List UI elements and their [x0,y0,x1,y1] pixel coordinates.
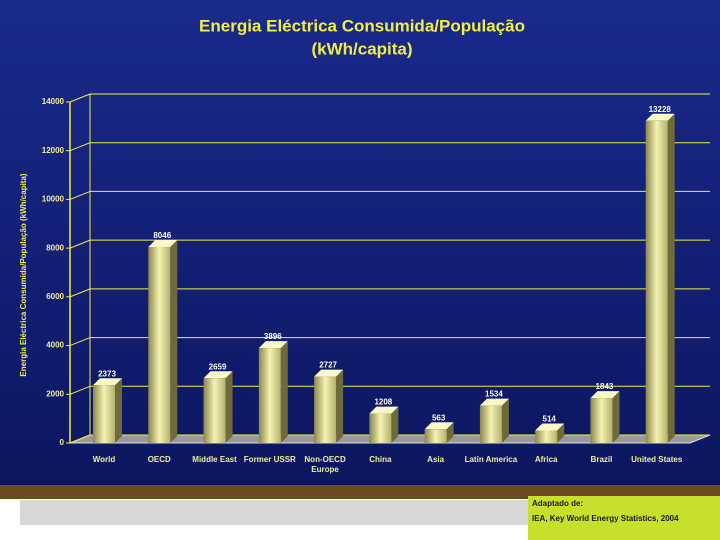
value-label: 1208 [374,398,392,407]
bar [369,413,392,443]
decor-strip [0,485,720,499]
x-tick-label: Middle East [192,455,237,464]
bar [424,429,447,443]
value-label: 8046 [153,231,171,240]
value-label: 13228 [649,105,672,114]
y-axis-label: Energia Eléctrica Consumida/População (k… [19,173,28,376]
bar-side [667,113,675,443]
chart-subtitle: (kWh/capita) [311,39,412,58]
bar [203,378,226,443]
source-line: Adaptado de: [532,499,584,508]
grid-line [69,190,91,200]
shadow [20,500,528,525]
x-tick-label: World [92,455,116,464]
bar-top [424,422,454,430]
x-tick-label: Latin America [464,455,518,464]
bar [590,398,613,443]
x-tick-label: United States [631,455,683,464]
value-label: 2373 [98,369,116,378]
value-label: 2727 [319,361,337,370]
bar [148,247,171,443]
value-label: 2659 [209,362,227,371]
x-tick-label: Brazil [590,455,613,464]
bar-top [258,341,288,349]
y-tick-label: 2000 [46,389,64,398]
y-tick-label: 8000 [46,243,64,252]
bar [535,430,558,443]
x-tick-label: China [369,455,392,464]
x-tick-label: Africa [534,455,558,464]
grid-line [69,93,91,103]
y-tick-label: 0 [60,438,65,447]
bar-top [314,369,344,377]
bar-top [535,423,565,431]
bar-side [612,391,620,443]
grid-line [69,239,91,249]
bar-side [170,240,178,443]
bar [258,348,281,443]
value-label: 1534 [485,390,503,399]
value-label: 563 [432,413,446,422]
bar-side [280,341,288,443]
bar-top [93,378,122,386]
bar-top [203,371,233,379]
source-line: IEA, Key World Energy Statistics, 2004 [532,514,679,523]
x-tick-label: Non-OECD Europe [304,455,346,474]
bar-side [225,371,233,443]
grid-line [69,142,91,152]
grid-line [69,434,91,444]
source-box: Adaptado de: IEA, Key World Energy Stati… [528,496,720,540]
bar-side [391,406,399,443]
y-tick-label: 10000 [42,195,65,204]
value-label: 3896 [264,332,282,341]
y-tick-label: 14000 [42,97,65,106]
bar [645,120,668,443]
y-tick-label: 4000 [46,341,64,350]
bar-top [148,240,178,248]
value-label: 1843 [596,382,614,391]
x-tick-label: Asia [427,455,445,464]
bar-top [645,113,675,121]
grid-line [69,337,91,347]
bar [479,405,502,443]
bar [314,376,337,443]
bar-side [557,423,565,443]
grid-line [69,385,91,395]
chart-title: Energia Eléctrica Consumida/População [199,16,525,35]
bar-side [446,422,454,443]
x-tick-label: Former USSR [243,455,296,464]
bar-side [336,369,344,443]
bar-side [501,398,509,443]
bar-side [115,378,122,443]
bar [93,385,115,443]
bar-top [590,391,620,399]
x-tick-label: OECD [147,455,171,464]
y-tick-label: 12000 [42,146,65,155]
grid-line [69,288,91,298]
bar-top [479,398,509,406]
value-label: 514 [543,415,557,424]
y-tick-label: 6000 [46,292,64,301]
bar-top [369,406,399,414]
